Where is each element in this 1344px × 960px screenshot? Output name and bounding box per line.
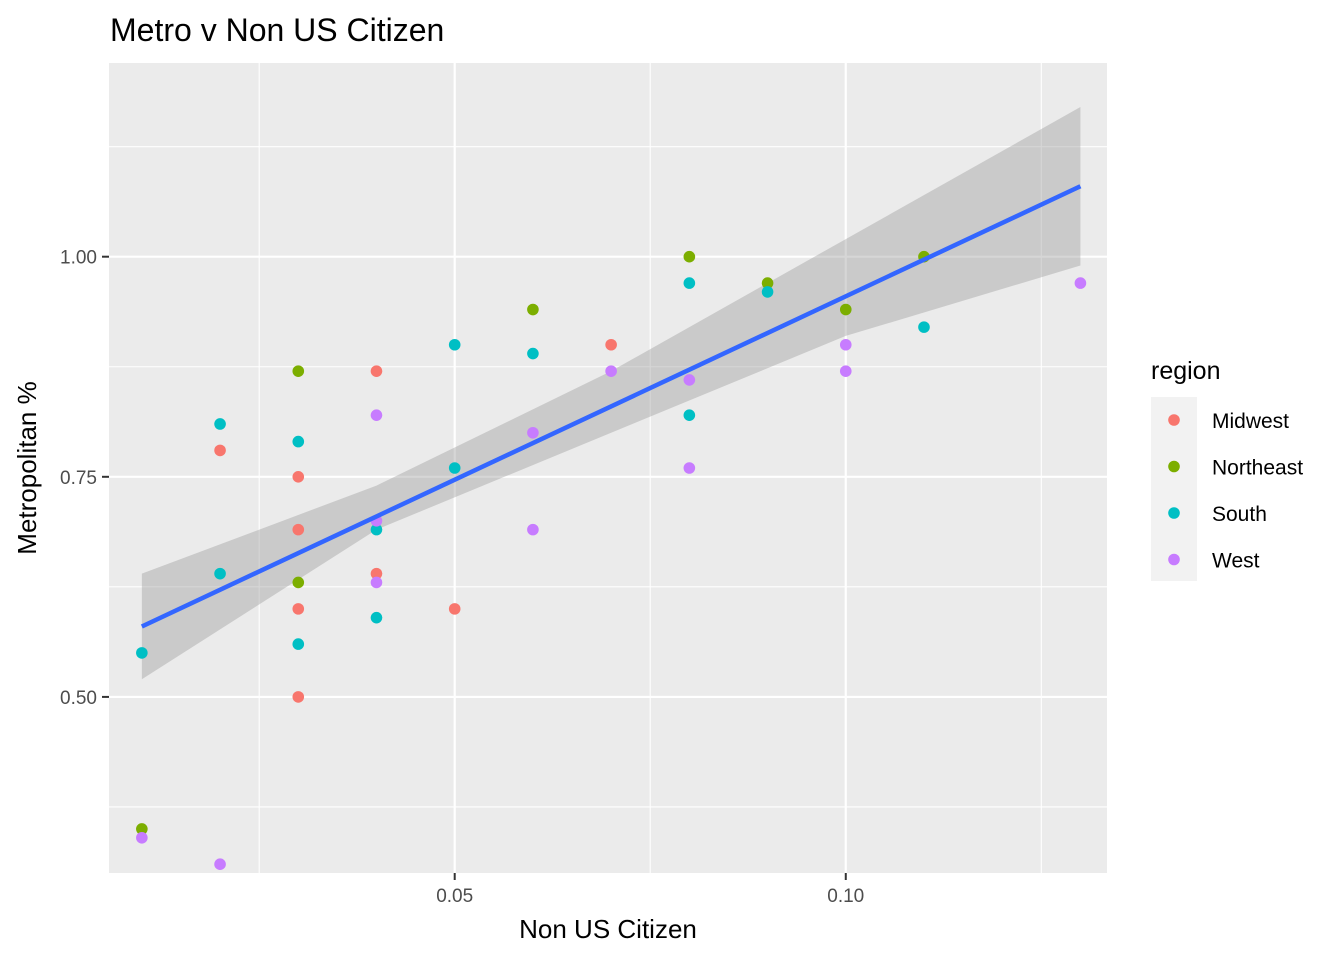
point-south bbox=[527, 347, 539, 360]
point-west bbox=[136, 831, 148, 844]
legend: region Midwest Northeast South West bbox=[1151, 357, 1303, 581]
point-west bbox=[839, 365, 852, 377]
point-midwest bbox=[370, 365, 383, 377]
point-midwest bbox=[214, 444, 226, 457]
x-tick-label: 0.05 bbox=[436, 886, 473, 907]
fit-line-layer bbox=[140, 184, 1082, 629]
point-south bbox=[683, 277, 696, 289]
point-west bbox=[605, 365, 617, 377]
point-west bbox=[683, 462, 696, 474]
point-west bbox=[214, 858, 226, 870]
x-axis-title: Non US Citizen bbox=[519, 914, 697, 944]
point-midwest bbox=[605, 338, 617, 351]
point-south bbox=[136, 647, 148, 659]
y-axis-title: Metropolitan % bbox=[12, 381, 42, 554]
legend-title: region bbox=[1151, 357, 1221, 385]
point-south bbox=[370, 523, 383, 536]
point-west bbox=[527, 426, 539, 439]
points-layer bbox=[136, 250, 1087, 870]
point-midwest bbox=[292, 603, 305, 615]
point-west bbox=[370, 576, 383, 589]
point-northeast bbox=[527, 303, 539, 316]
point-west bbox=[527, 523, 539, 536]
point-south bbox=[448, 462, 461, 474]
legend-label-midwest: Midwest bbox=[1212, 410, 1289, 433]
plot-panel bbox=[109, 63, 1107, 873]
point-northeast bbox=[292, 365, 305, 377]
point-south bbox=[683, 409, 696, 421]
point-south bbox=[761, 286, 774, 298]
chart-title: Metro v Non US Citizen bbox=[110, 12, 444, 48]
point-northeast bbox=[292, 576, 305, 589]
fit-line bbox=[140, 184, 1082, 629]
point-northeast bbox=[683, 250, 696, 263]
legend-key-midwest bbox=[1168, 414, 1180, 426]
point-northeast bbox=[839, 303, 852, 316]
legend-key-northeast bbox=[1168, 460, 1180, 473]
x-tick-label: 0.10 bbox=[827, 886, 864, 907]
point-northeast bbox=[761, 277, 774, 289]
point-west bbox=[839, 338, 852, 351]
grid-major bbox=[109, 63, 1107, 873]
legend-label-west: West bbox=[1212, 550, 1260, 573]
point-south bbox=[292, 435, 305, 448]
y-tick-label: 1.00 bbox=[60, 248, 97, 269]
point-west bbox=[1074, 277, 1087, 289]
point-south bbox=[370, 611, 383, 624]
point-west bbox=[370, 409, 383, 421]
y-tick-label: 0.75 bbox=[60, 468, 97, 489]
confidence-band bbox=[141, 107, 1081, 680]
point-midwest bbox=[292, 523, 305, 536]
axis-ticks: 0.05 0.10 0.50 0.75 1.00 bbox=[60, 248, 864, 907]
point-west bbox=[683, 374, 696, 386]
point-midwest bbox=[370, 567, 383, 580]
point-midwest bbox=[448, 603, 461, 615]
legend-key-south bbox=[1168, 507, 1180, 519]
point-midwest bbox=[292, 471, 305, 483]
point-northeast bbox=[136, 823, 148, 835]
point-south bbox=[918, 321, 930, 333]
legend-label-northeast: Northeast bbox=[1212, 457, 1303, 480]
confidence-band bbox=[141, 107, 1081, 680]
y-tick-label: 0.50 bbox=[60, 688, 97, 709]
point-midwest bbox=[292, 691, 305, 703]
point-south bbox=[448, 338, 461, 351]
point-south bbox=[214, 567, 226, 580]
point-south bbox=[214, 418, 226, 430]
point-south bbox=[292, 638, 305, 650]
legend-key-background bbox=[1151, 397, 1197, 581]
legend-key-west bbox=[1168, 553, 1180, 566]
legend-label-south: South bbox=[1212, 503, 1267, 526]
